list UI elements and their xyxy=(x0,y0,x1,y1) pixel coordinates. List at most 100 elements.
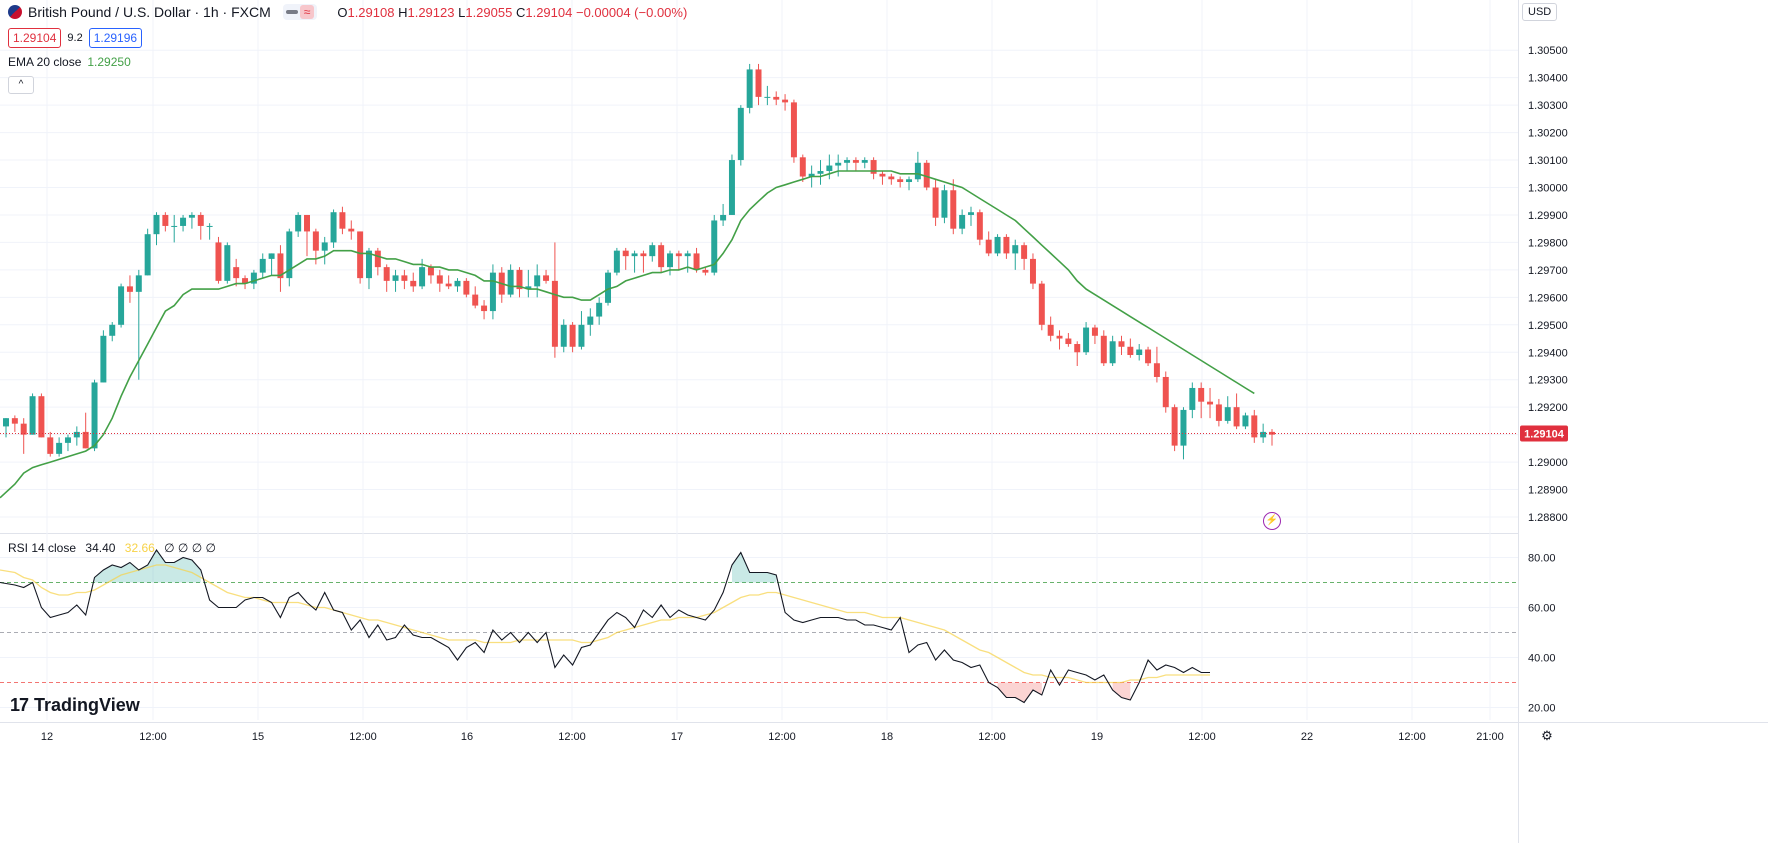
candle-body xyxy=(587,316,594,325)
candle-body xyxy=(1145,349,1152,364)
rsi-name: RSI 14 close xyxy=(8,541,77,555)
candle-body xyxy=(489,272,496,312)
rsi-line xyxy=(0,548,1210,704)
buy-button[interactable]: 1.29196 xyxy=(88,28,143,48)
candle-body xyxy=(286,231,293,279)
candle-body xyxy=(1171,407,1178,446)
candle-body xyxy=(11,418,18,424)
time-tick-label: 12:00 xyxy=(558,731,586,743)
last-price-tag xyxy=(1520,425,1568,442)
symbol-title[interactable]: British Pound / U.S. Dollar · 1h · FXCM xyxy=(28,4,271,20)
candle-body xyxy=(888,176,895,180)
ohlc-low-value: 1.29055 xyxy=(465,4,513,20)
candle-body xyxy=(631,253,638,257)
time-tick-label: 12:00 xyxy=(349,731,377,743)
rsi-zone-fill xyxy=(1112,682,1131,700)
candle-body xyxy=(658,245,665,268)
candle-body xyxy=(1251,415,1258,438)
candle-body xyxy=(392,275,399,281)
candle-body xyxy=(1056,335,1063,339)
candle-body xyxy=(162,214,169,226)
market-status-pill[interactable]: ≈ xyxy=(282,4,318,20)
candle-body xyxy=(950,190,957,229)
time-tick-label: 12 xyxy=(41,731,53,743)
candle-body xyxy=(1091,327,1098,336)
candle-body xyxy=(419,267,426,287)
candle-body xyxy=(321,242,328,251)
tradingview-logo[interactable]: 17 TradingView xyxy=(10,695,140,716)
candle-body xyxy=(1153,363,1160,377)
rsi-band-fill xyxy=(94,550,1131,703)
candle-body xyxy=(348,228,355,232)
candle-body xyxy=(91,382,98,449)
candle-body xyxy=(1162,376,1169,408)
candle-body xyxy=(755,69,762,97)
candle-body xyxy=(144,234,151,276)
candle-body xyxy=(206,225,213,227)
candle-body xyxy=(64,437,71,443)
candle-body xyxy=(1029,258,1036,284)
price-tick-label: 1.28900 xyxy=(1528,485,1568,497)
time-tick-label: 22 xyxy=(1301,731,1313,743)
gbp-usd-flag-icon xyxy=(8,5,22,19)
rsi-extra-values: ∅ ∅ ∅ ∅ xyxy=(164,541,216,555)
candle-body xyxy=(870,160,877,174)
time-tick-label: 16 xyxy=(461,731,473,743)
time-axis: 12 12:00 15 12:00 16 12:00 17 12:00 18 12:00 19 12:… xyxy=(41,731,1504,743)
ema-legend[interactable]: EMA 20 close 1.29250 xyxy=(8,55,131,69)
wave-icon: ≈ xyxy=(299,5,315,19)
time-tick-label: 12:00 xyxy=(1398,731,1426,743)
candle-body xyxy=(534,275,541,287)
candle-body xyxy=(188,214,195,218)
candle-body xyxy=(852,160,859,163)
collapse-legend-button[interactable]: ^ xyxy=(8,76,34,94)
candle-body xyxy=(463,280,470,295)
candle-body xyxy=(728,160,735,215)
currency-selector[interactable]: USD xyxy=(1522,3,1558,21)
ema-value: 1.29250 xyxy=(87,55,131,69)
time-tick-label: 19 xyxy=(1091,731,1103,743)
candle-body xyxy=(720,214,727,221)
candle-body xyxy=(1189,387,1196,410)
candle-body xyxy=(578,324,585,347)
candle-body xyxy=(427,267,434,276)
candle-body xyxy=(118,286,125,325)
candle-body xyxy=(109,324,116,336)
candle-body xyxy=(764,96,771,98)
price-tick-label: 1.30000 xyxy=(1528,183,1568,195)
settings-icon[interactable]: ⚙ xyxy=(1541,728,1553,743)
rsi-legend[interactable]: RSI 14 close 34.40 32.66 ∅ ∅ ∅ ∅ xyxy=(8,541,216,555)
sell-button[interactable]: 1.29104 xyxy=(8,28,62,48)
candle-body xyxy=(383,267,390,281)
candle-body xyxy=(312,231,319,251)
lightning-icon[interactable]: ⚡ xyxy=(1263,512,1281,530)
candle-body xyxy=(339,212,346,229)
rsi-tick-label: 20.00 xyxy=(1528,703,1556,715)
candle-body xyxy=(1215,404,1222,421)
candle-body xyxy=(153,214,160,235)
candle-body xyxy=(1207,401,1214,405)
candle-body xyxy=(1003,236,1010,254)
price-tick-label: 1.29400 xyxy=(1528,347,1568,359)
time-tick-label: 12:00 xyxy=(768,731,796,743)
candle-body xyxy=(100,335,107,383)
candle-body xyxy=(622,250,629,257)
candle-body xyxy=(693,253,700,270)
rsi-value: 34.40 xyxy=(85,541,116,555)
rsi-ma-value: 32.66 xyxy=(124,541,155,555)
candle-body xyxy=(1233,407,1240,427)
candle-body xyxy=(259,258,266,273)
candle-body xyxy=(171,225,178,227)
candle-body xyxy=(666,253,673,268)
candle-body xyxy=(1198,387,1205,402)
candle-body xyxy=(835,162,842,166)
candle-body xyxy=(861,160,868,163)
candle-body xyxy=(277,253,284,279)
candles xyxy=(3,63,1275,460)
price-tick-label: 1.29300 xyxy=(1528,375,1568,387)
time-tick-label: 12:00 xyxy=(978,731,1006,743)
candle-body xyxy=(1021,245,1028,259)
price-tick-label: 1.29500 xyxy=(1528,320,1568,332)
candle-body xyxy=(897,179,904,183)
